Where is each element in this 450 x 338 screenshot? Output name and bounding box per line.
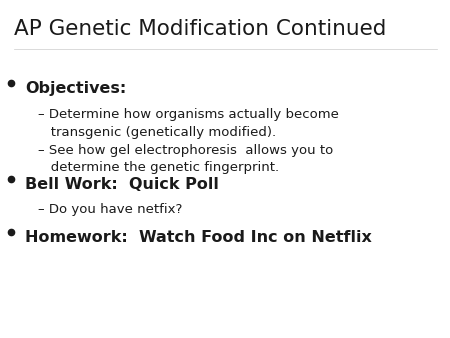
Text: Homework:  Watch Food Inc on Netflix: Homework: Watch Food Inc on Netflix — [25, 230, 372, 245]
Text: AP Genetic Modification Continued: AP Genetic Modification Continued — [14, 19, 386, 39]
Text: – Determine how organisms actually become
   transgenic (genetically modified).: – Determine how organisms actually becom… — [38, 108, 339, 139]
Text: Objectives:: Objectives: — [25, 81, 126, 96]
Text: Bell Work:  Quick Poll: Bell Work: Quick Poll — [25, 177, 219, 192]
Text: – See how gel electrophoresis  allows you to
   determine the genetic fingerprin: – See how gel electrophoresis allows you… — [38, 144, 333, 174]
Text: – Do you have netfix?: – Do you have netfix? — [38, 203, 183, 216]
